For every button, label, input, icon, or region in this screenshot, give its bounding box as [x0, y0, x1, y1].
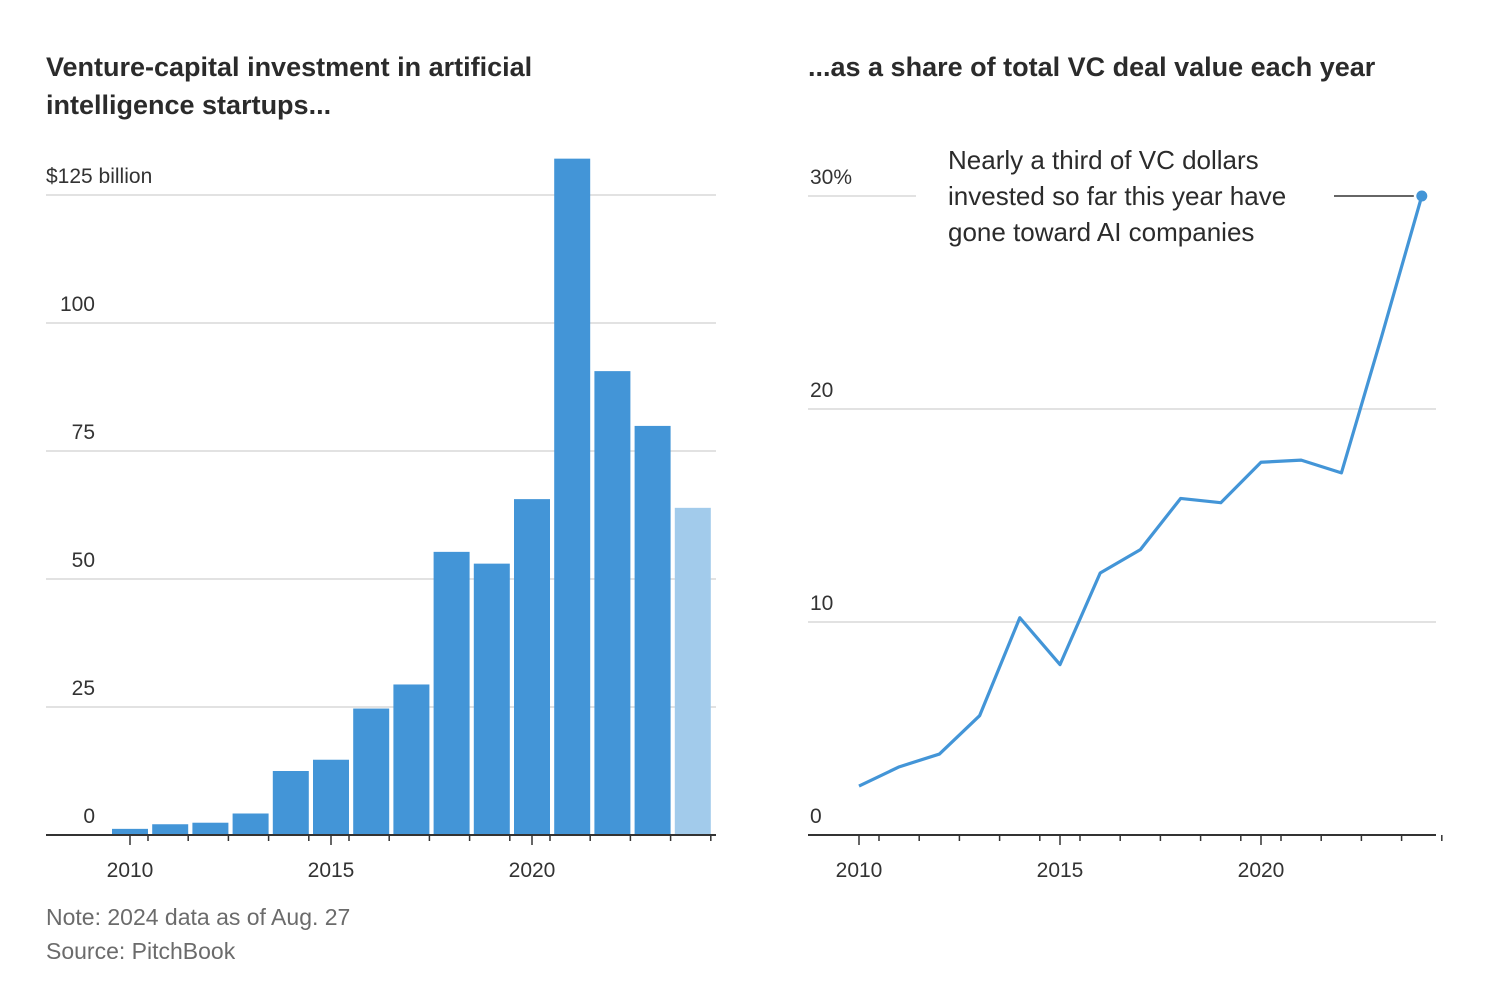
right-x-tick-label: 2020 — [1238, 859, 1285, 882]
left-x-tick-label: 2020 — [509, 859, 556, 882]
bar-2011 — [152, 824, 189, 835]
bar-2010 — [112, 828, 148, 835]
left-y-tick-label: 75 — [72, 421, 95, 444]
bar-2012 — [192, 822, 229, 835]
bar-2017 — [393, 684, 430, 835]
left-y-tick-label: 50 — [72, 549, 95, 572]
right-y-tick-label: 30% — [810, 166, 852, 189]
bar-2014 — [272, 771, 309, 835]
bar-2013 — [232, 813, 269, 835]
left-y-tick-label: 25 — [72, 677, 95, 700]
chart-source: Source: PitchBook — [46, 938, 236, 964]
left-x-tick-label: 2015 — [308, 859, 355, 882]
bar-2022 — [594, 371, 631, 835]
left-y-tick-label: 100 — [60, 293, 95, 316]
left-chart-title: Venture-capital investment in artificial… — [46, 52, 533, 120]
right-y-tick-label: 10 — [810, 592, 833, 615]
bar-2018 — [433, 551, 470, 835]
left-y-tick-label: 0 — [83, 805, 95, 828]
left-chart-bars — [112, 158, 711, 835]
bar-2021 — [554, 158, 591, 835]
bar-2016 — [353, 708, 390, 835]
left-x-tick-label: 2010 — [107, 859, 154, 882]
bar-2015 — [313, 759, 349, 835]
bar-2024 — [674, 507, 711, 835]
right-y-tick-label: 20 — [810, 379, 833, 402]
bar-2020 — [514, 499, 550, 835]
left-y-tick-label: $125 billion — [46, 165, 152, 188]
right-chart-gridlines — [808, 195, 1436, 623]
right-y-tick-label: 0 — [810, 805, 822, 828]
right-chart-annotation: Nearly a third of VC dollars invested so… — [948, 145, 1287, 247]
point-2024 — [1416, 190, 1428, 202]
chart-note: Note: 2024 data as of Aug. 27 — [46, 904, 351, 930]
right-x-tick-label: 2010 — [836, 859, 883, 882]
right-chart-line — [858, 190, 1428, 788]
bar-2019 — [473, 563, 510, 835]
right-x-tick-label: 2015 — [1037, 859, 1084, 882]
share-line-series — [858, 195, 1424, 788]
left-chart-axes: $125 billion 100 75 50 25 0 2010 2015 2020 — [46, 165, 716, 882]
bar-2023 — [634, 425, 671, 835]
right-chart-title: ...as a share of total VC deal value eac… — [808, 52, 1376, 82]
